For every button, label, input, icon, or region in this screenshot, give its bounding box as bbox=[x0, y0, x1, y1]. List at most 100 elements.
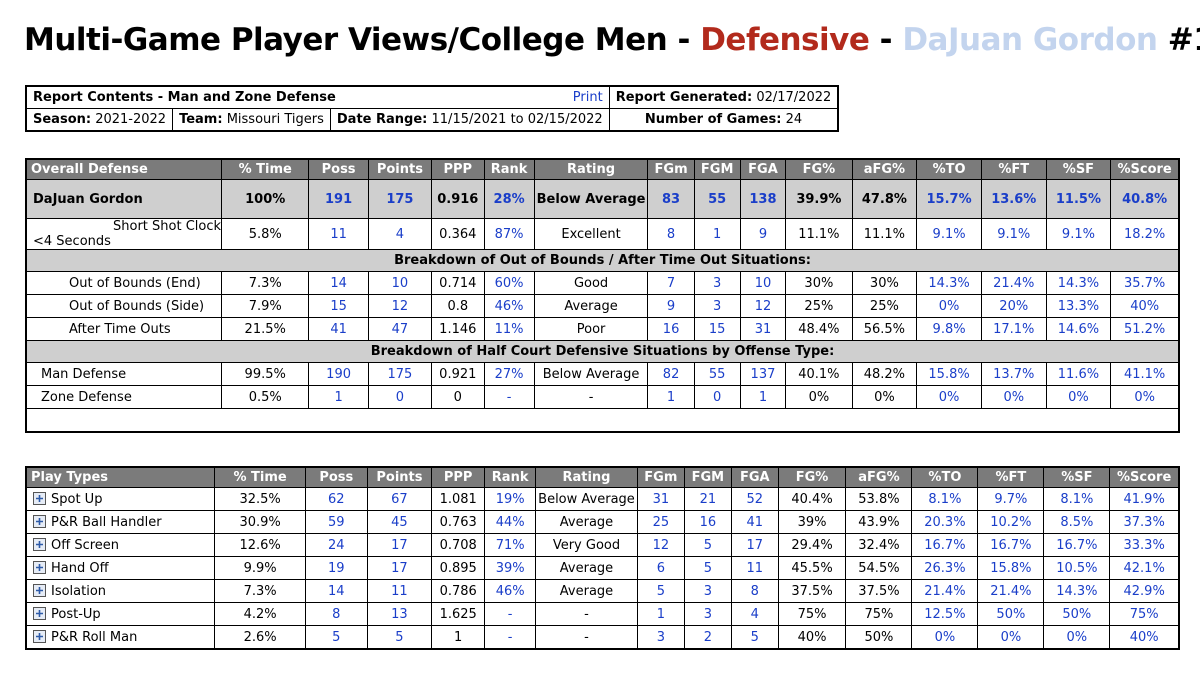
column-header: % Time bbox=[221, 158, 310, 180]
stat-cell: 1 bbox=[431, 625, 486, 650]
plays-header-row: Play Types% Time Poss Points PPP Rank Rating F… bbox=[25, 466, 1180, 488]
stat-cell: - bbox=[484, 602, 537, 626]
short-shot-clock-label: Short Shot Clock <4 Seconds bbox=[25, 218, 223, 250]
stat-cell: 11 bbox=[730, 556, 779, 580]
play-type-row: Isolation 7.3% 14 11 0.786 46% Average 5 3 8 37.5%… bbox=[25, 579, 1180, 603]
stat-cell: Good bbox=[533, 271, 649, 295]
stat-cell: 8.5% bbox=[1043, 510, 1111, 534]
stat-cell: 12.6% bbox=[214, 533, 306, 557]
stat-cell: 47.8% bbox=[851, 179, 918, 219]
expand-icon[interactable] bbox=[33, 491, 46, 505]
stat-cell: 7.3% bbox=[214, 579, 306, 603]
stat-cell: 43.9% bbox=[845, 510, 913, 534]
stat-cell: 25% bbox=[851, 294, 918, 318]
stat-cell: 0.763 bbox=[431, 510, 486, 534]
stat-cell: 10 bbox=[739, 271, 787, 295]
stat-cell: 0% bbox=[1110, 385, 1180, 409]
stat-cell: 39.9% bbox=[785, 179, 853, 219]
stat-cell: 11.6% bbox=[1045, 362, 1112, 386]
stat-cell: 1 bbox=[693, 218, 741, 250]
stat-cell: 39% bbox=[484, 556, 537, 580]
column-header: Play Types bbox=[25, 466, 216, 488]
number-of-games: Number of Games: 24 bbox=[608, 108, 839, 132]
play-type-cell: Post-Up bbox=[25, 602, 216, 626]
team: Team: Missouri Tigers bbox=[172, 108, 331, 132]
stat-cell: 0.708 bbox=[431, 533, 486, 557]
expand-icon[interactable] bbox=[33, 583, 46, 597]
stat-cell: 16 bbox=[647, 317, 695, 341]
expand-icon[interactable] bbox=[33, 514, 46, 528]
stat-cell: 15 bbox=[693, 317, 741, 341]
stat-cell: 19% bbox=[484, 487, 537, 511]
stat-cell: 7.3% bbox=[221, 271, 310, 295]
stat-cell: 40% bbox=[1110, 294, 1180, 318]
expand-icon[interactable] bbox=[33, 560, 46, 574]
stat-cell: 4 bbox=[730, 602, 779, 626]
stat-cell: 56.5% bbox=[851, 317, 918, 341]
stat-cell: 0.714 bbox=[431, 271, 485, 295]
stat-cell: 41.9% bbox=[1109, 487, 1180, 511]
stat-cell: 1.081 bbox=[431, 487, 486, 511]
stat-cell: 14.3% bbox=[916, 271, 982, 295]
stat-cell: 1.146 bbox=[431, 317, 485, 341]
stat-cell: 50% bbox=[1043, 602, 1111, 626]
stat-cell: 53.8% bbox=[845, 487, 913, 511]
situation-row: Out of Bounds (Side) 7.9% 15 12 0.8 46% Averag… bbox=[25, 294, 1180, 318]
stat-cell: 31 bbox=[739, 317, 787, 341]
stat-cell: 55 bbox=[693, 179, 741, 219]
stat-cell: 0.8 bbox=[431, 294, 485, 318]
stat-cell: 75% bbox=[777, 602, 847, 626]
play-types-table: Play Types% Time Poss Points PPP Rank Rating F… bbox=[25, 466, 1180, 650]
stat-cell: 20% bbox=[980, 294, 1047, 318]
stat-cell: 13.6% bbox=[980, 179, 1047, 219]
stat-cell: 5 bbox=[636, 579, 685, 603]
stat-cell: 30.9% bbox=[214, 510, 306, 534]
column-header: Poss bbox=[304, 466, 368, 488]
stat-cell: 33.3% bbox=[1109, 533, 1180, 557]
spacer-cell bbox=[26, 408, 1179, 433]
stat-cell: 0% bbox=[851, 385, 918, 409]
stat-cell: 21 bbox=[683, 487, 732, 511]
stat-cell: 9.1% bbox=[980, 218, 1047, 250]
column-header: aFG% bbox=[851, 158, 918, 180]
stat-cell: Very Good bbox=[535, 533, 638, 557]
stat-cell: 0.916 bbox=[431, 179, 485, 219]
stat-cell: 5 bbox=[730, 625, 779, 650]
column-header: FG% bbox=[785, 158, 853, 180]
date-range: Date Range: 11/15/2021 to 02/15/2022 bbox=[329, 108, 610, 132]
play-type-row: P&R Roll Man 2.6% 5 5 1- -3 2 5 40% 50% 0% 0% 0% 40% bbox=[25, 625, 1180, 650]
stat-cell: 40% bbox=[777, 625, 847, 650]
stat-cell: 190 bbox=[308, 362, 369, 386]
stat-cell: 5 bbox=[683, 556, 732, 580]
column-header: Rank bbox=[484, 466, 537, 488]
situation-row: Out of Bounds (End) 7.3% 14 10 0.714 60% Good 7… bbox=[25, 271, 1180, 295]
stat-cell: 17 bbox=[730, 533, 779, 557]
column-header: FGm bbox=[647, 158, 695, 180]
stat-cell: 21.4% bbox=[980, 271, 1047, 295]
stat-cell: 3 bbox=[693, 271, 741, 295]
stat-cell: 59 bbox=[304, 510, 368, 534]
play-type-cell: P&R Roll Man bbox=[25, 625, 216, 650]
report-contents-cell: Report Contents - Man and Zone Defense P… bbox=[25, 85, 610, 109]
stat-cell: 75% bbox=[1109, 602, 1180, 626]
row-label: After Time Outs bbox=[25, 317, 223, 341]
stat-cell: 8 bbox=[647, 218, 695, 250]
stat-cell: Average bbox=[535, 510, 638, 534]
column-header: FGm bbox=[636, 466, 685, 488]
expand-icon[interactable] bbox=[33, 606, 46, 620]
stat-cell: 1 bbox=[647, 385, 695, 409]
section-oob-ato: Breakdown of Out of Bounds / After Time … bbox=[25, 249, 1180, 272]
print-link[interactable]: Print bbox=[572, 90, 603, 105]
stat-cell: 4.2% bbox=[214, 602, 306, 626]
stat-cell: 0% bbox=[916, 385, 982, 409]
stat-cell: 14.3% bbox=[1043, 579, 1111, 603]
stat-cell: 46% bbox=[484, 579, 537, 603]
stat-cell: 5 bbox=[304, 625, 368, 650]
stat-cell: 37.5% bbox=[845, 579, 913, 603]
stat-cell: 2 bbox=[683, 625, 732, 650]
expand-icon[interactable] bbox=[33, 629, 46, 643]
column-header: FGA bbox=[739, 158, 787, 180]
expand-icon[interactable] bbox=[33, 537, 46, 551]
stat-cell: 17.1% bbox=[980, 317, 1047, 341]
stat-cell: 5 bbox=[366, 625, 433, 650]
